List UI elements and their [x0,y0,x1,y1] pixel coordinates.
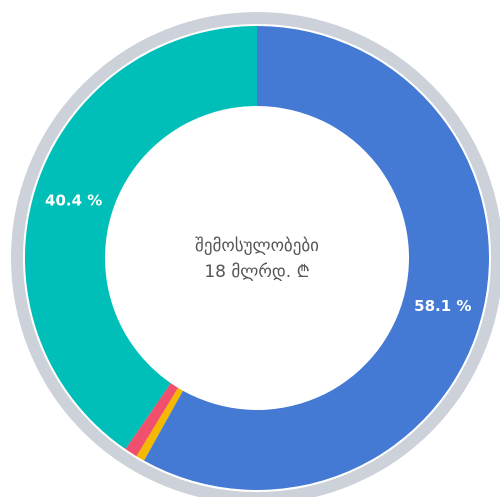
slices [24,26,489,491]
slice [136,387,183,461]
center-title: შემოსულობები [195,236,319,256]
slice [24,26,257,450]
value-label: 40.4 % [45,191,102,209]
center-value: 18 მლრდ. ₾ [204,262,309,282]
slice [125,383,178,457]
value-label: 58.1 % [414,297,471,315]
slice [143,26,489,491]
